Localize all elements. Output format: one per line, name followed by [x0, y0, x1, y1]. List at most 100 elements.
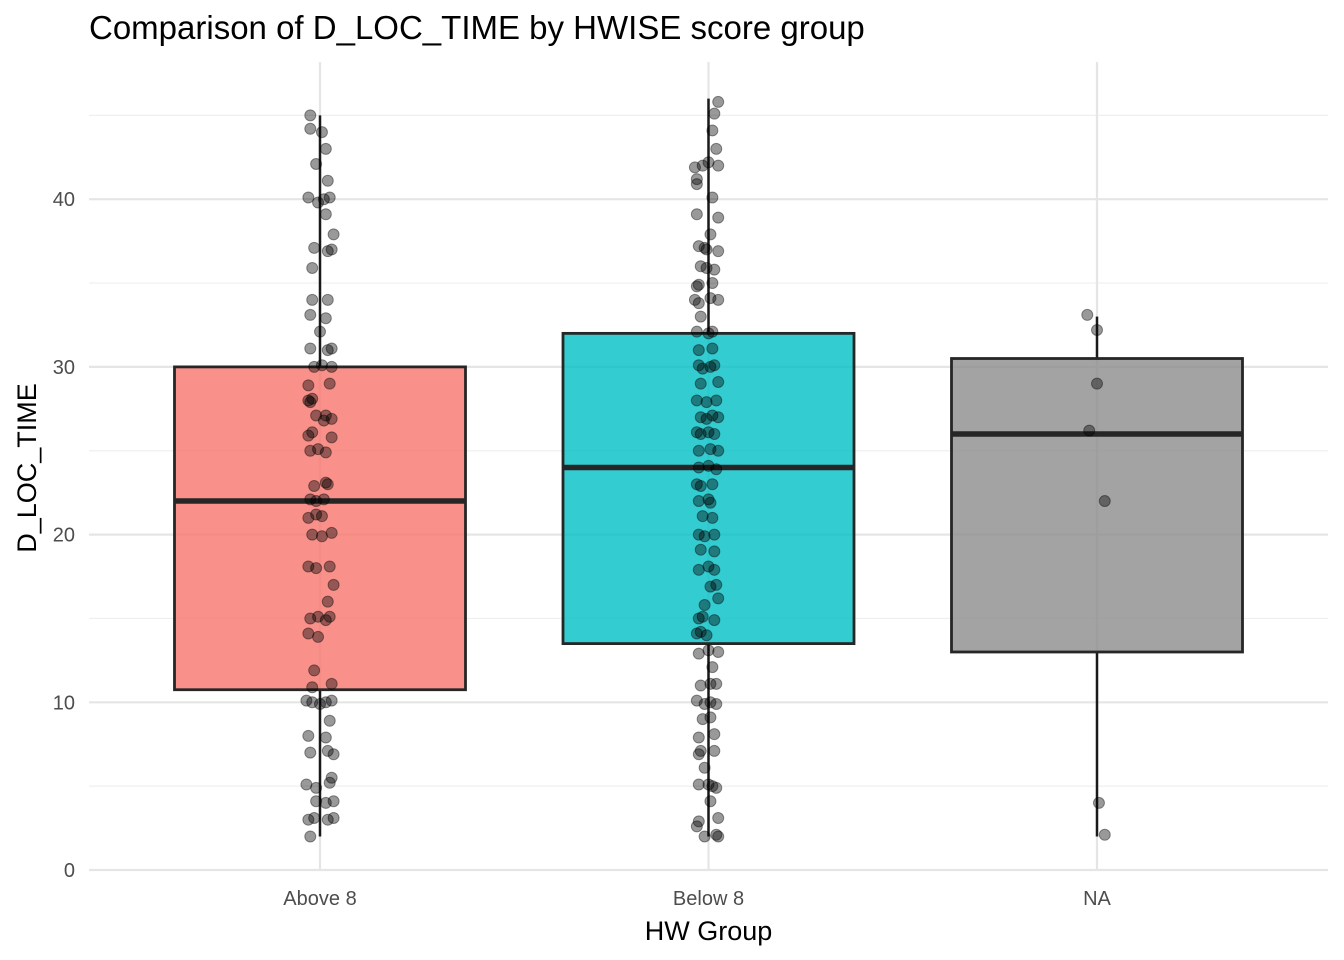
data-point: [302, 379, 315, 392]
data-point: [315, 359, 328, 372]
data-point: [306, 528, 319, 541]
data-point: [708, 545, 721, 558]
data-point: [304, 342, 317, 355]
data-point: [310, 495, 323, 508]
data-point: [306, 696, 319, 709]
data-point: [325, 771, 338, 784]
data-point: [690, 178, 703, 191]
data-point: [712, 411, 725, 424]
data-point: [312, 443, 325, 456]
data-point: [310, 508, 323, 521]
data-point: [319, 446, 332, 459]
data-point: [702, 327, 715, 340]
data-point: [317, 493, 330, 506]
data-point: [304, 830, 317, 843]
data-point: [304, 444, 317, 457]
data-point: [1091, 324, 1103, 337]
data-point: [321, 293, 334, 306]
data-point: [712, 592, 725, 605]
x-axis-title: HW Group: [645, 916, 773, 946]
data-point: [690, 820, 703, 833]
data-point: [710, 578, 723, 591]
data-point: [696, 362, 709, 375]
data-point: [323, 714, 336, 727]
data-point: [700, 629, 713, 642]
data-point: [692, 495, 705, 508]
data-point: [704, 795, 717, 808]
data-point: [325, 431, 338, 444]
data-point: [692, 461, 705, 474]
axis-layer: 0 10 20 30 40 Above 8 Below 8 NA: [53, 189, 1112, 910]
data-point: [317, 414, 330, 427]
data-point: [306, 392, 319, 405]
data-point: [696, 610, 709, 623]
data-point: [312, 630, 325, 643]
data-point: [704, 711, 717, 724]
data-point: [306, 293, 319, 306]
data-point: [706, 661, 719, 674]
data-point: [325, 526, 338, 539]
box-layer: [173, 98, 1244, 837]
box-below-8: [561, 98, 856, 837]
data-point: [692, 778, 705, 791]
data-point: [694, 411, 707, 424]
data-point: [325, 360, 338, 373]
data-point: [698, 241, 711, 254]
data-point: [302, 813, 315, 826]
data-point: [702, 644, 715, 657]
data-point: [304, 612, 317, 625]
data-point: [692, 297, 705, 310]
data-point: [694, 260, 707, 273]
data-point: [319, 312, 332, 325]
data-point: [712, 830, 725, 843]
x-tick-label: NA: [1083, 888, 1111, 910]
data-point: [325, 677, 338, 690]
data-point: [692, 647, 705, 660]
data-point: [692, 444, 705, 457]
data-point: [310, 795, 323, 808]
data-point: [690, 208, 703, 221]
data-point: [708, 359, 721, 372]
data-point: [321, 174, 334, 187]
data-point: [706, 409, 719, 422]
data-point: [708, 744, 721, 757]
data-point: [304, 396, 317, 409]
data-point: [304, 746, 317, 759]
data-point: [696, 510, 709, 523]
data-point: [323, 191, 336, 204]
data-point: [692, 240, 705, 253]
data-point: [694, 625, 707, 638]
data-point: [698, 697, 711, 710]
data-point: [300, 694, 313, 707]
data-point: [323, 610, 336, 623]
data-point: [690, 426, 703, 439]
chart-title: Comparison of D_LOC_TIME by HWISE score …: [89, 9, 865, 46]
data-point: [319, 614, 332, 627]
data-point: [308, 664, 321, 677]
data-point: [315, 530, 328, 543]
data-point: [710, 828, 723, 841]
data-point: [321, 595, 334, 608]
data-point: [710, 142, 723, 155]
data-point: [314, 697, 326, 710]
data-point: [308, 479, 321, 492]
data-point: [702, 156, 715, 169]
y-tick-label: 0: [64, 860, 75, 882]
data-point: [692, 731, 705, 744]
data-point: [706, 191, 719, 204]
data-point: [704, 696, 717, 709]
data-point: [315, 510, 328, 523]
data-point: [1091, 377, 1103, 390]
data-point: [310, 562, 323, 575]
y-tick-label: 30: [53, 357, 75, 379]
data-point: [692, 748, 705, 761]
data-point: [710, 677, 723, 690]
data-point: [319, 796, 332, 809]
data-point: [308, 241, 321, 254]
data-point: [700, 243, 713, 256]
data-point: [694, 427, 707, 440]
data-point: [304, 493, 317, 506]
data-point: [708, 563, 721, 576]
